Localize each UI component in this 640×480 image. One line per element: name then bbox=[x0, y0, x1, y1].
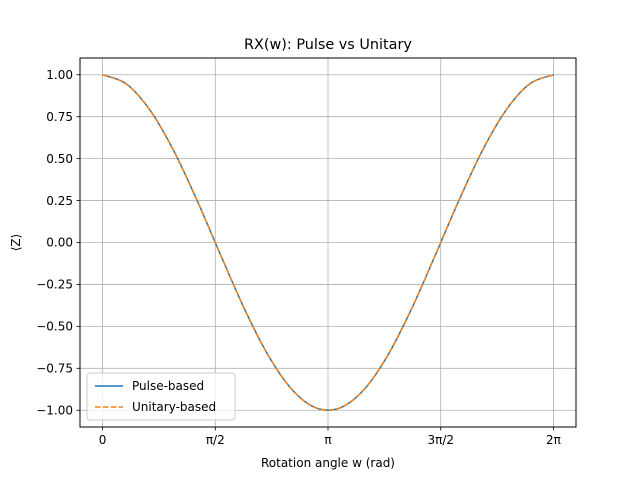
y-tick-label: 0.25 bbox=[46, 194, 73, 208]
y-tick-label: 0.00 bbox=[46, 236, 73, 250]
y-tick-label: 0.50 bbox=[46, 152, 73, 166]
y-tick-label: −0.25 bbox=[36, 278, 73, 292]
y-tick-label: 0.75 bbox=[46, 110, 73, 124]
y-axis: 1.00 0.75 0.50 0.25 0.00 −0.25 −0.50 −0.75 −1.00 bbox=[36, 68, 80, 417]
legend-label-unitary-based: Unitary-based bbox=[132, 400, 216, 414]
y-tick-label: 1.00 bbox=[46, 68, 73, 82]
x-tick-label: 2π bbox=[546, 433, 561, 447]
x-tick-label: 3π/2 bbox=[427, 433, 454, 447]
x-axis: 0 π/2 π 3π/2 2π bbox=[99, 427, 561, 447]
y-tick-label: −0.50 bbox=[36, 320, 73, 334]
legend-label-pulse-based: Pulse-based bbox=[132, 379, 204, 393]
x-tick-label: 0 bbox=[99, 433, 107, 447]
x-tick-label: π bbox=[324, 433, 331, 447]
legend: Pulse-based Unitary-based bbox=[86, 372, 236, 421]
y-tick-label: −0.75 bbox=[36, 361, 73, 375]
x-tick-label: π/2 bbox=[206, 433, 225, 447]
y-tick-label: −1.00 bbox=[36, 403, 73, 417]
legend-box bbox=[86, 372, 236, 421]
series-line-unitary-based bbox=[102, 74, 554, 411]
x-axis-label: Rotation angle w (rad) bbox=[261, 456, 395, 470]
y-axis-label: ⟨Z⟩ bbox=[9, 234, 23, 252]
chart-title: RX(w): Pulse vs Unitary bbox=[244, 37, 412, 53]
series-layer bbox=[102, 74, 554, 411]
